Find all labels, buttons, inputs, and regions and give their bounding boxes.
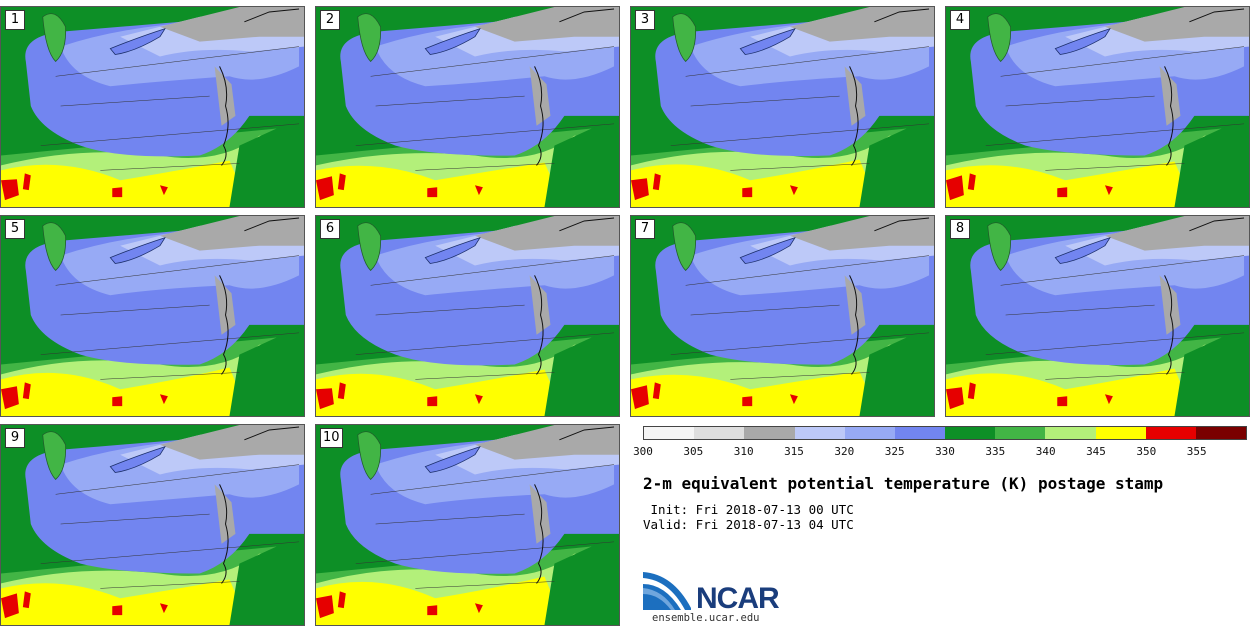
colorbar-swatch [1045,427,1096,439]
colorbar-swatch [1145,427,1196,439]
valid-time: Valid: Fri 2018-07-13 04 UTC [643,517,854,532]
colorbar-tick-label: 300 [633,445,653,458]
colorbar-swatch [995,427,1046,439]
init-time: Init: Fri 2018-07-13 00 UTC [643,502,854,517]
colorbar-swatch [945,427,996,439]
colorbar-tick-label: 320 [834,445,855,458]
colorbar [643,426,1247,440]
map-panel: 6 [315,215,620,417]
member-number-label: 10 [320,428,343,448]
member-number-label: 5 [5,219,25,239]
colorbar-tick-label: 325 [884,445,905,458]
colorbar-swatch [644,427,695,439]
map-panel: 1 [0,6,305,208]
colorbar-tick-label: 310 [733,445,754,458]
colorbar-swatch [794,427,845,439]
map-panel: 2 [315,6,620,208]
map-panel: 5 [0,215,305,417]
member-number-label: 3 [635,10,655,30]
member-number-label: 7 [635,219,655,239]
member-number-label: 2 [320,10,340,30]
member-number-label: 6 [320,219,340,239]
map-panel: 9 [0,424,305,626]
colorbar-tick-label: 330 [935,445,955,458]
map-panel: 3 [630,6,935,208]
colorbar-swatch [744,427,795,439]
map-panel: 4 [945,6,1250,208]
colorbar-tick-label: 350 [1136,445,1157,458]
colorbar-tick-label: 340 [1035,445,1056,458]
colorbar-tick-label: 345 [1086,445,1106,458]
logo-url: ensemble.ucar.edu [652,612,760,624]
colorbar-tick-label: 335 [985,445,1006,458]
map-panel: 7 [630,215,935,417]
colorbar-tick-label: 355 [1186,445,1207,458]
member-number-label: 8 [950,219,970,239]
map-panel: 10 [315,424,620,626]
ncar-logo-icon [643,572,691,610]
logo-name: NCAR [696,582,780,615]
member-number-label: 4 [950,10,970,30]
colorbar-labels: 300 305 310 315 320 325 330 335 340 345 350 355 [633,445,1247,459]
colorbar-swatch [1195,427,1247,439]
colorbar-swatch [894,427,946,439]
member-number-label: 1 [5,10,25,30]
member-number-label: 9 [5,428,25,448]
colorbar-swatch [694,427,745,439]
colorbar-tick-label: 305 [683,445,704,458]
colorbar-tick-label: 315 [784,445,804,458]
colorbar-swatch [1095,427,1146,439]
map-panel: 8 [945,215,1250,417]
colorbar-swatch [844,427,895,439]
figure-title: 2-m equivalent potential temperature (K)… [643,474,1164,493]
